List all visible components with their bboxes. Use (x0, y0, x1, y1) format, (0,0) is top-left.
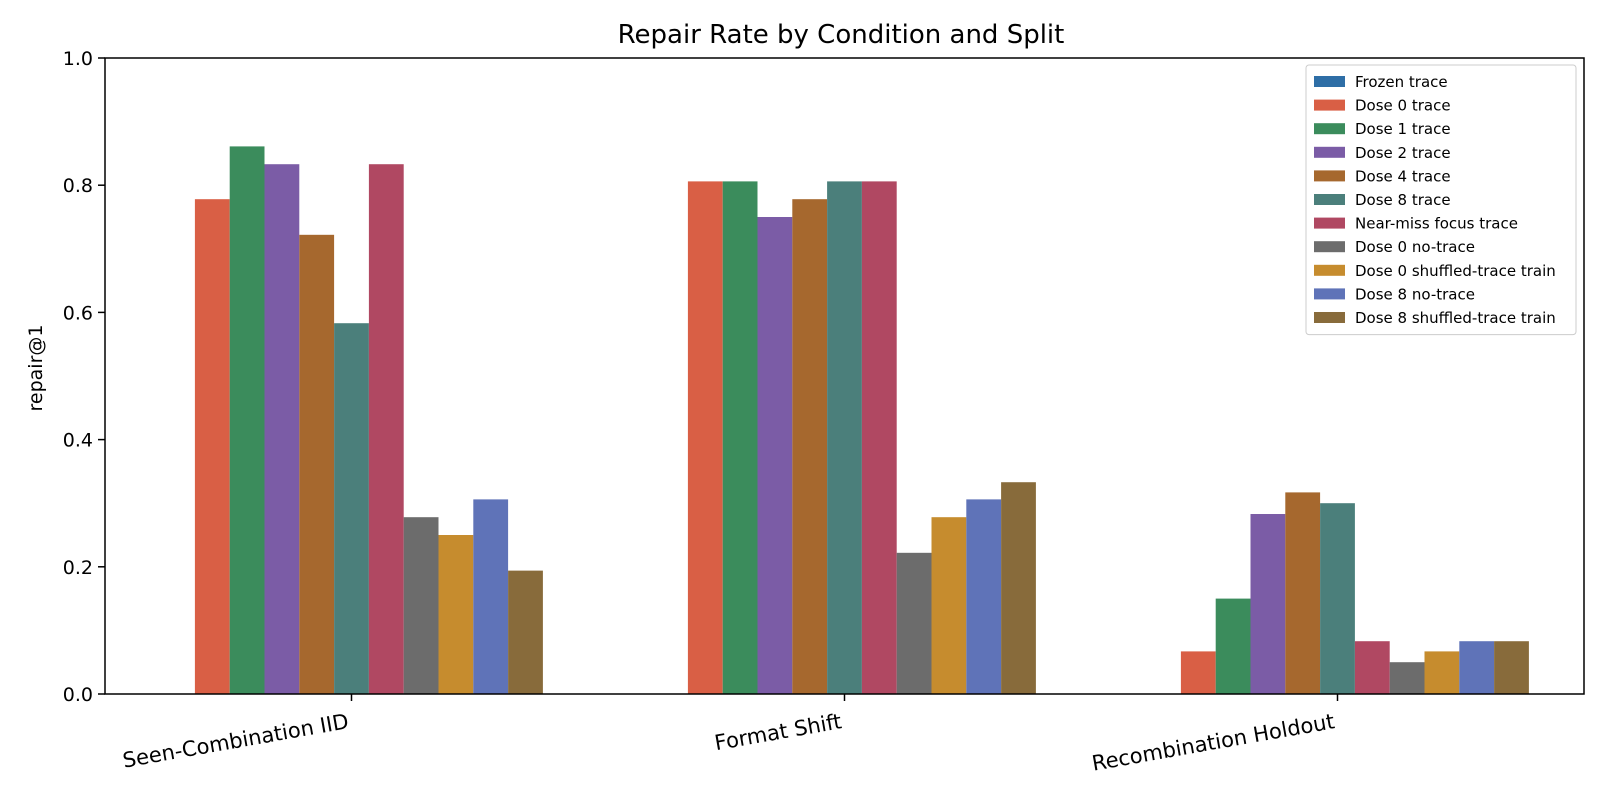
bar (264, 164, 300, 694)
legend-swatch (1314, 241, 1345, 253)
bar (473, 499, 509, 694)
legend-label: Dose 1 trace (1355, 120, 1451, 138)
bar (792, 199, 828, 694)
bar (403, 517, 439, 694)
bar (861, 181, 897, 694)
legend-label: Frozen trace (1355, 73, 1448, 91)
bar (1459, 641, 1495, 694)
bar (931, 517, 967, 694)
y-tick-label: 0.2 (63, 557, 93, 579)
bar (508, 570, 543, 694)
y-tick-label: 0.0 (63, 684, 93, 706)
bar (1180, 651, 1216, 694)
bar (438, 535, 474, 694)
legend-swatch (1314, 146, 1345, 158)
bar (896, 552, 932, 694)
legend-label: Dose 8 trace (1355, 191, 1451, 209)
y-tick-label: 0.4 (63, 430, 93, 452)
bar (827, 181, 862, 694)
bar (687, 181, 723, 694)
bars-layer (194, 146, 1529, 694)
bar (757, 217, 793, 694)
bar (1354, 641, 1390, 694)
bar (1285, 492, 1321, 694)
y-tick-label: 1.0 (63, 48, 93, 70)
legend-swatch (1314, 288, 1345, 300)
bar (334, 323, 369, 694)
legend-swatch (1314, 264, 1345, 276)
y-tick-label: 0.8 (63, 175, 93, 197)
legend-label: Dose 0 shuffled-trace train (1355, 262, 1556, 280)
bar (1424, 651, 1460, 694)
legend-swatch (1314, 217, 1345, 229)
legend-swatch (1314, 194, 1345, 205)
legend-label: Dose 8 no-trace (1355, 285, 1475, 303)
y-tick-label: 0.6 (63, 302, 93, 324)
x-tick-label: Seen-Combination IID (121, 709, 351, 772)
legend-label: Near-miss focus trace (1355, 215, 1518, 233)
legend-swatch (1314, 76, 1345, 87)
bar (1494, 641, 1529, 694)
x-tick-label: Format Shift (713, 709, 844, 755)
x-axis-ticks: Seen-Combination IID Format Shift Recombin… (121, 694, 1339, 776)
plot-frame (104, 57, 1585, 695)
legend-label: Dose 0 no-trace (1355, 238, 1475, 256)
legend: Frozen trace Dose 0 trace Dose 1 trace Dose… (1305, 64, 1577, 336)
y-axis-ticks: 0.0 0.2 0.4 0.6 0.8 1.0 (63, 48, 105, 706)
bar (1320, 503, 1355, 694)
legend-swatch (1314, 123, 1345, 135)
legend-swatch (1314, 312, 1345, 323)
x-tick-label: Recombination Holdout (1090, 709, 1336, 775)
legend-label: Dose 4 trace (1355, 167, 1451, 185)
legend-swatch (1314, 170, 1345, 182)
legend-label: Dose 0 trace (1355, 97, 1451, 115)
bar (299, 234, 335, 694)
bar (1215, 598, 1251, 694)
legend-label: Dose 8 shuffled-trace train (1355, 309, 1556, 327)
bar (1389, 662, 1425, 694)
legend-frame (1305, 64, 1577, 336)
legend-swatch (1314, 99, 1345, 111)
bar (1250, 514, 1286, 694)
bar (722, 181, 758, 694)
bar (1001, 482, 1036, 694)
bar (229, 146, 265, 694)
bar (194, 199, 230, 694)
legend-label: Dose 2 trace (1355, 144, 1451, 162)
bar (368, 164, 404, 694)
bar (966, 499, 1002, 694)
y-axis-label: repair@1 (25, 325, 47, 412)
chart-title: Repair Rate by Condition and Split (618, 20, 1065, 50)
